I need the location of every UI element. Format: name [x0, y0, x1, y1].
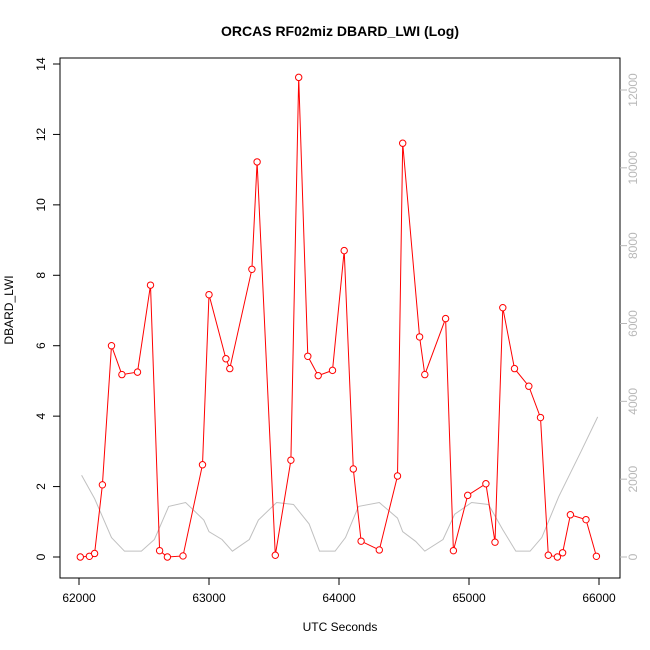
y-tick-label: 14	[34, 57, 48, 71]
series-secondary-line	[81, 416, 599, 552]
data-point	[441, 314, 450, 323]
data-point	[107, 342, 116, 350]
x-tick-label: 66000	[582, 591, 616, 605]
data-point	[558, 549, 567, 557]
data-point	[482, 480, 490, 488]
data-point	[163, 553, 172, 561]
data-point	[464, 491, 472, 500]
y-tick-label: 8	[34, 272, 48, 279]
data-point	[349, 465, 357, 473]
data-point	[179, 552, 187, 560]
data-point	[553, 553, 562, 561]
y-tick-label: 2	[34, 483, 48, 490]
y2-tick-label: 0	[626, 553, 640, 560]
data-point	[271, 551, 279, 559]
plot-frame	[59, 57, 621, 579]
left-axis: 0 2 4 6 8 10 12 14	[34, 57, 60, 560]
y2-tick-label: 12000	[626, 73, 640, 107]
series-primary-line	[80, 77, 597, 558]
chart-title: ORCAS RF02miz DBARD_LWI (Log)	[221, 23, 459, 39]
data-point	[393, 472, 402, 480]
data-point	[155, 546, 164, 555]
data-point	[357, 537, 365, 545]
y2-tick-label: 8000	[626, 232, 640, 259]
data-point	[449, 546, 458, 555]
data-point	[510, 364, 519, 373]
data-point	[248, 265, 256, 273]
data-point	[295, 73, 303, 82]
x-axis-label: UTC Seconds	[303, 620, 378, 634]
data-point	[253, 158, 261, 166]
data-point	[566, 511, 575, 519]
data-point	[304, 352, 312, 360]
data-point	[222, 355, 230, 363]
y-tick-label: 10	[34, 198, 48, 212]
data-point	[133, 368, 142, 376]
data-point	[582, 515, 590, 524]
x-tick-label: 62000	[62, 591, 96, 605]
data-point	[205, 290, 213, 299]
data-point	[525, 382, 533, 390]
data-point	[118, 370, 126, 379]
x-tick-label: 65000	[452, 591, 486, 605]
y-axis-label: DBARD_LWI	[2, 275, 16, 344]
data-point	[536, 413, 545, 422]
data-point	[340, 246, 348, 255]
y2-tick-label: 10000	[626, 151, 640, 185]
data-point	[399, 139, 407, 147]
data-point	[491, 538, 499, 546]
bottom-axis: 62000 63000 64000 65000 66000	[62, 578, 616, 605]
data-point	[198, 461, 207, 469]
data-point	[146, 281, 155, 289]
x-tick-label: 63000	[192, 591, 226, 605]
data-point	[314, 371, 322, 380]
y2-tick-label: 6000	[626, 310, 640, 337]
series-primary	[76, 73, 601, 561]
data-point	[415, 333, 424, 341]
y-tick-label: 6	[34, 342, 48, 349]
y-tick-label: 0	[34, 553, 48, 560]
x-tick-label: 64000	[322, 591, 356, 605]
y-tick-label: 12	[34, 127, 48, 141]
data-point	[375, 546, 383, 554]
data-point	[421, 370, 429, 379]
data-point	[287, 456, 295, 464]
data-point	[328, 366, 337, 375]
series-secondary	[81, 416, 599, 552]
y2-tick-label: 4000	[626, 388, 640, 415]
right-axis: 0 2000 4000 6000 8000 10000 12000	[620, 73, 640, 560]
data-point	[226, 364, 234, 373]
data-point	[544, 551, 552, 559]
data-point	[98, 481, 107, 489]
y-tick-label: 4	[34, 412, 48, 419]
y2-tick-label: 2000	[626, 465, 640, 492]
data-point	[499, 303, 507, 312]
data-point	[90, 549, 99, 558]
data-point	[592, 552, 601, 560]
data-point	[76, 553, 85, 561]
